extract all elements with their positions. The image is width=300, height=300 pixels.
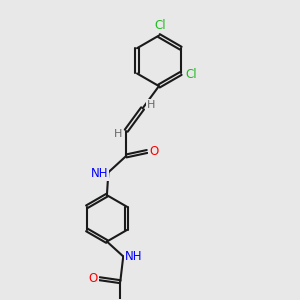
Text: Cl: Cl <box>185 68 197 82</box>
Text: NH: NH <box>91 167 108 180</box>
Text: H: H <box>114 129 122 139</box>
Text: Cl: Cl <box>154 19 166 32</box>
Text: O: O <box>88 272 98 285</box>
Text: H: H <box>147 100 155 110</box>
Text: O: O <box>149 145 158 158</box>
Text: NH: NH <box>125 250 142 263</box>
